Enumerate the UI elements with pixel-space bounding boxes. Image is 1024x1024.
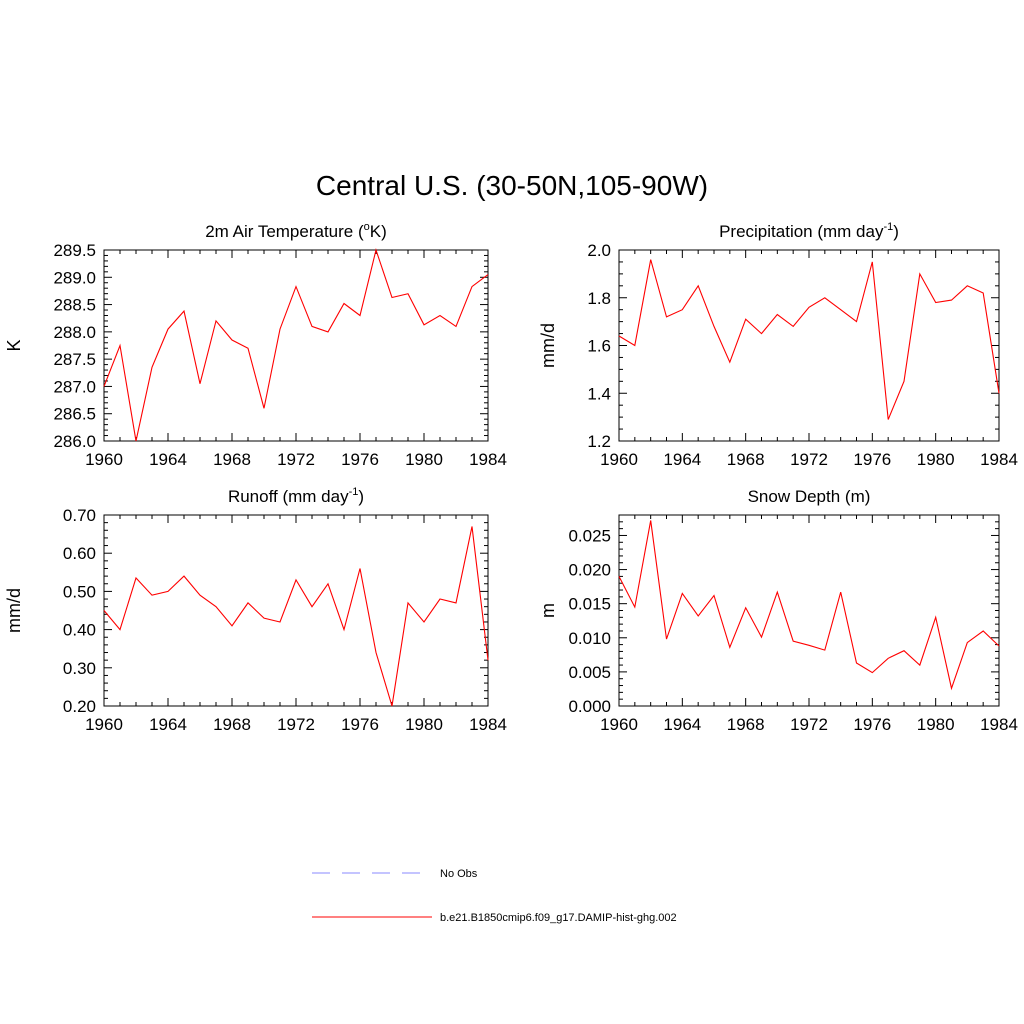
panel-1-x-tick-label: 1968 bbox=[213, 450, 251, 469]
panel-1-series-line bbox=[103, 248, 489, 442]
panel-4-y-tick-label: 0.010 bbox=[568, 629, 611, 648]
panel-4-x-tick-label: 1964 bbox=[663, 715, 701, 734]
panel-3-x-tick-label: 1968 bbox=[213, 715, 251, 734]
panel-2-title: Precipitation (mm day-1) bbox=[719, 221, 899, 241]
panel-4-series-line bbox=[618, 520, 1000, 691]
panel-1-x-tick-label: 1980 bbox=[405, 450, 443, 469]
panel-1-x-tick-label: 1984 bbox=[469, 450, 507, 469]
panel-3-x-tick-label: 1984 bbox=[469, 715, 507, 734]
panel-2-y-tick-label: 1.8 bbox=[587, 289, 611, 308]
panel-1-y-tick-label: 288.5 bbox=[53, 296, 96, 315]
panel-4-x-tick-label: 1972 bbox=[790, 715, 828, 734]
panel-2-x-tick-label: 1960 bbox=[600, 450, 638, 469]
panel-3-x-tick-label: 1976 bbox=[341, 715, 379, 734]
panel-3-y-tick-label: 0.70 bbox=[63, 506, 96, 525]
figure-title: Central U.S. (30-50N,105-90W) bbox=[316, 170, 708, 201]
panel-1-y-tick-label: 286.5 bbox=[53, 405, 96, 424]
panel-2-x-tick-label: 1980 bbox=[917, 450, 955, 469]
panel-4-x-tick-label: 1984 bbox=[980, 715, 1018, 734]
panel-1-y-tick-label: 288.0 bbox=[53, 323, 96, 342]
panel-2-y-axis-label: mm/d bbox=[538, 323, 558, 368]
chart-runoff-mm-day-1: Runoff (mm day-1) mm/d 1960 1964 1968 1972 197… bbox=[4, 486, 507, 734]
panel-2-x-tick-label: 1984 bbox=[980, 450, 1018, 469]
panel-3-plot-frame bbox=[103, 514, 489, 707]
panel-4-x-tick-label: 1960 bbox=[600, 715, 638, 734]
panel-2-y-tick-label: 1.4 bbox=[587, 384, 611, 403]
panel-2-y-tick-label: 1.2 bbox=[587, 432, 611, 451]
panel-3-x-tick-label: 1964 bbox=[149, 715, 187, 734]
panel-1-x-tick-label: 1964 bbox=[149, 450, 187, 469]
panel-1-y-tick-label: 287.5 bbox=[53, 350, 96, 369]
panel-3-y-axis-label: mm/d bbox=[4, 588, 24, 633]
legend-label-model: b.e21.B1850cmip6.f09_g17.DAMIP-hist-ghg.… bbox=[440, 912, 677, 924]
panel-1-x-tick-label: 1960 bbox=[85, 450, 123, 469]
panel-2-x-tick-label: 1972 bbox=[790, 450, 828, 469]
panel-4-y-tick-label: 0.020 bbox=[568, 561, 611, 580]
panel-1-y-axis-label: K bbox=[4, 339, 24, 351]
panel-1-y-tick-label: 289.5 bbox=[53, 241, 96, 260]
panel-4-x-tick-label: 1976 bbox=[853, 715, 891, 734]
panel-3-series-line bbox=[103, 526, 489, 707]
panel-3-y-tick-label: 0.60 bbox=[63, 544, 96, 563]
panel-3-x-tick-label: 1960 bbox=[85, 715, 123, 734]
panel-2-series-line bbox=[618, 259, 1000, 420]
panel-4-y-tick-label: 0.025 bbox=[568, 526, 611, 545]
panel-2-x-tick-label: 1964 bbox=[663, 450, 701, 469]
panel-4-title: Snow Depth (m) bbox=[748, 487, 871, 506]
panel-2-plot-frame bbox=[618, 249, 1000, 442]
chart-snow-depth-m: Snow Depth (m) m 1960 1964 1968 1972 1976 1980 1… bbox=[538, 487, 1018, 734]
panel-4-y-tick-label: 0.000 bbox=[568, 697, 611, 716]
panel-1-y-tick-label: 289.0 bbox=[53, 268, 96, 287]
panel-3-y-tick-label: 0.50 bbox=[63, 582, 96, 601]
panel-4-x-tick-label: 1968 bbox=[727, 715, 765, 734]
panel-2-y-tick-label: 1.6 bbox=[587, 337, 611, 356]
panel-1-x-tick-label: 1976 bbox=[341, 450, 379, 469]
panel-3-y-tick-label: 0.20 bbox=[63, 697, 96, 716]
panel-4-x-tick-label: 1980 bbox=[917, 715, 955, 734]
panel-4-y-axis-label: m bbox=[538, 603, 558, 618]
panel-3-title: Runoff (mm day-1) bbox=[228, 486, 364, 506]
panel-2-y-tick-label: 2.0 bbox=[587, 241, 611, 260]
chart-precipitation-mm-day-1: Precipitation (mm day-1) mm/d 1960 1964 1968… bbox=[538, 221, 1018, 469]
panel-1-x-tick-label: 1972 bbox=[277, 450, 315, 469]
panel-1-title: 2m Air Temperature (oK) bbox=[205, 221, 387, 241]
panel-2-x-tick-label: 1968 bbox=[727, 450, 765, 469]
chart-2m-air-temperature-k: 2m Air Temperature (oK) K 1960 1964 1968 1972… bbox=[4, 221, 507, 469]
panel-3-x-tick-label: 1972 bbox=[277, 715, 315, 734]
panel-4-y-tick-label: 0.005 bbox=[568, 663, 611, 682]
panel-1-y-tick-label: 286.0 bbox=[53, 432, 96, 451]
panel-1-y-tick-label: 287.0 bbox=[53, 377, 96, 396]
panel-2-x-tick-label: 1976 bbox=[853, 450, 891, 469]
panel-3-y-tick-label: 0.30 bbox=[63, 659, 96, 678]
legend: No Obs b.e21.B1850cmip6.f09_g17.DAMIP-hi… bbox=[312, 868, 677, 924]
panel-3-x-tick-label: 1980 bbox=[405, 715, 443, 734]
panel-3-y-tick-label: 0.40 bbox=[63, 621, 96, 640]
panel-4-y-tick-label: 0.015 bbox=[568, 595, 611, 614]
chart-panels: 2m Air Temperature (oK) K 1960 1964 1968 1972… bbox=[4, 221, 1018, 734]
legend-label-no-obs: No Obs bbox=[440, 868, 478, 880]
